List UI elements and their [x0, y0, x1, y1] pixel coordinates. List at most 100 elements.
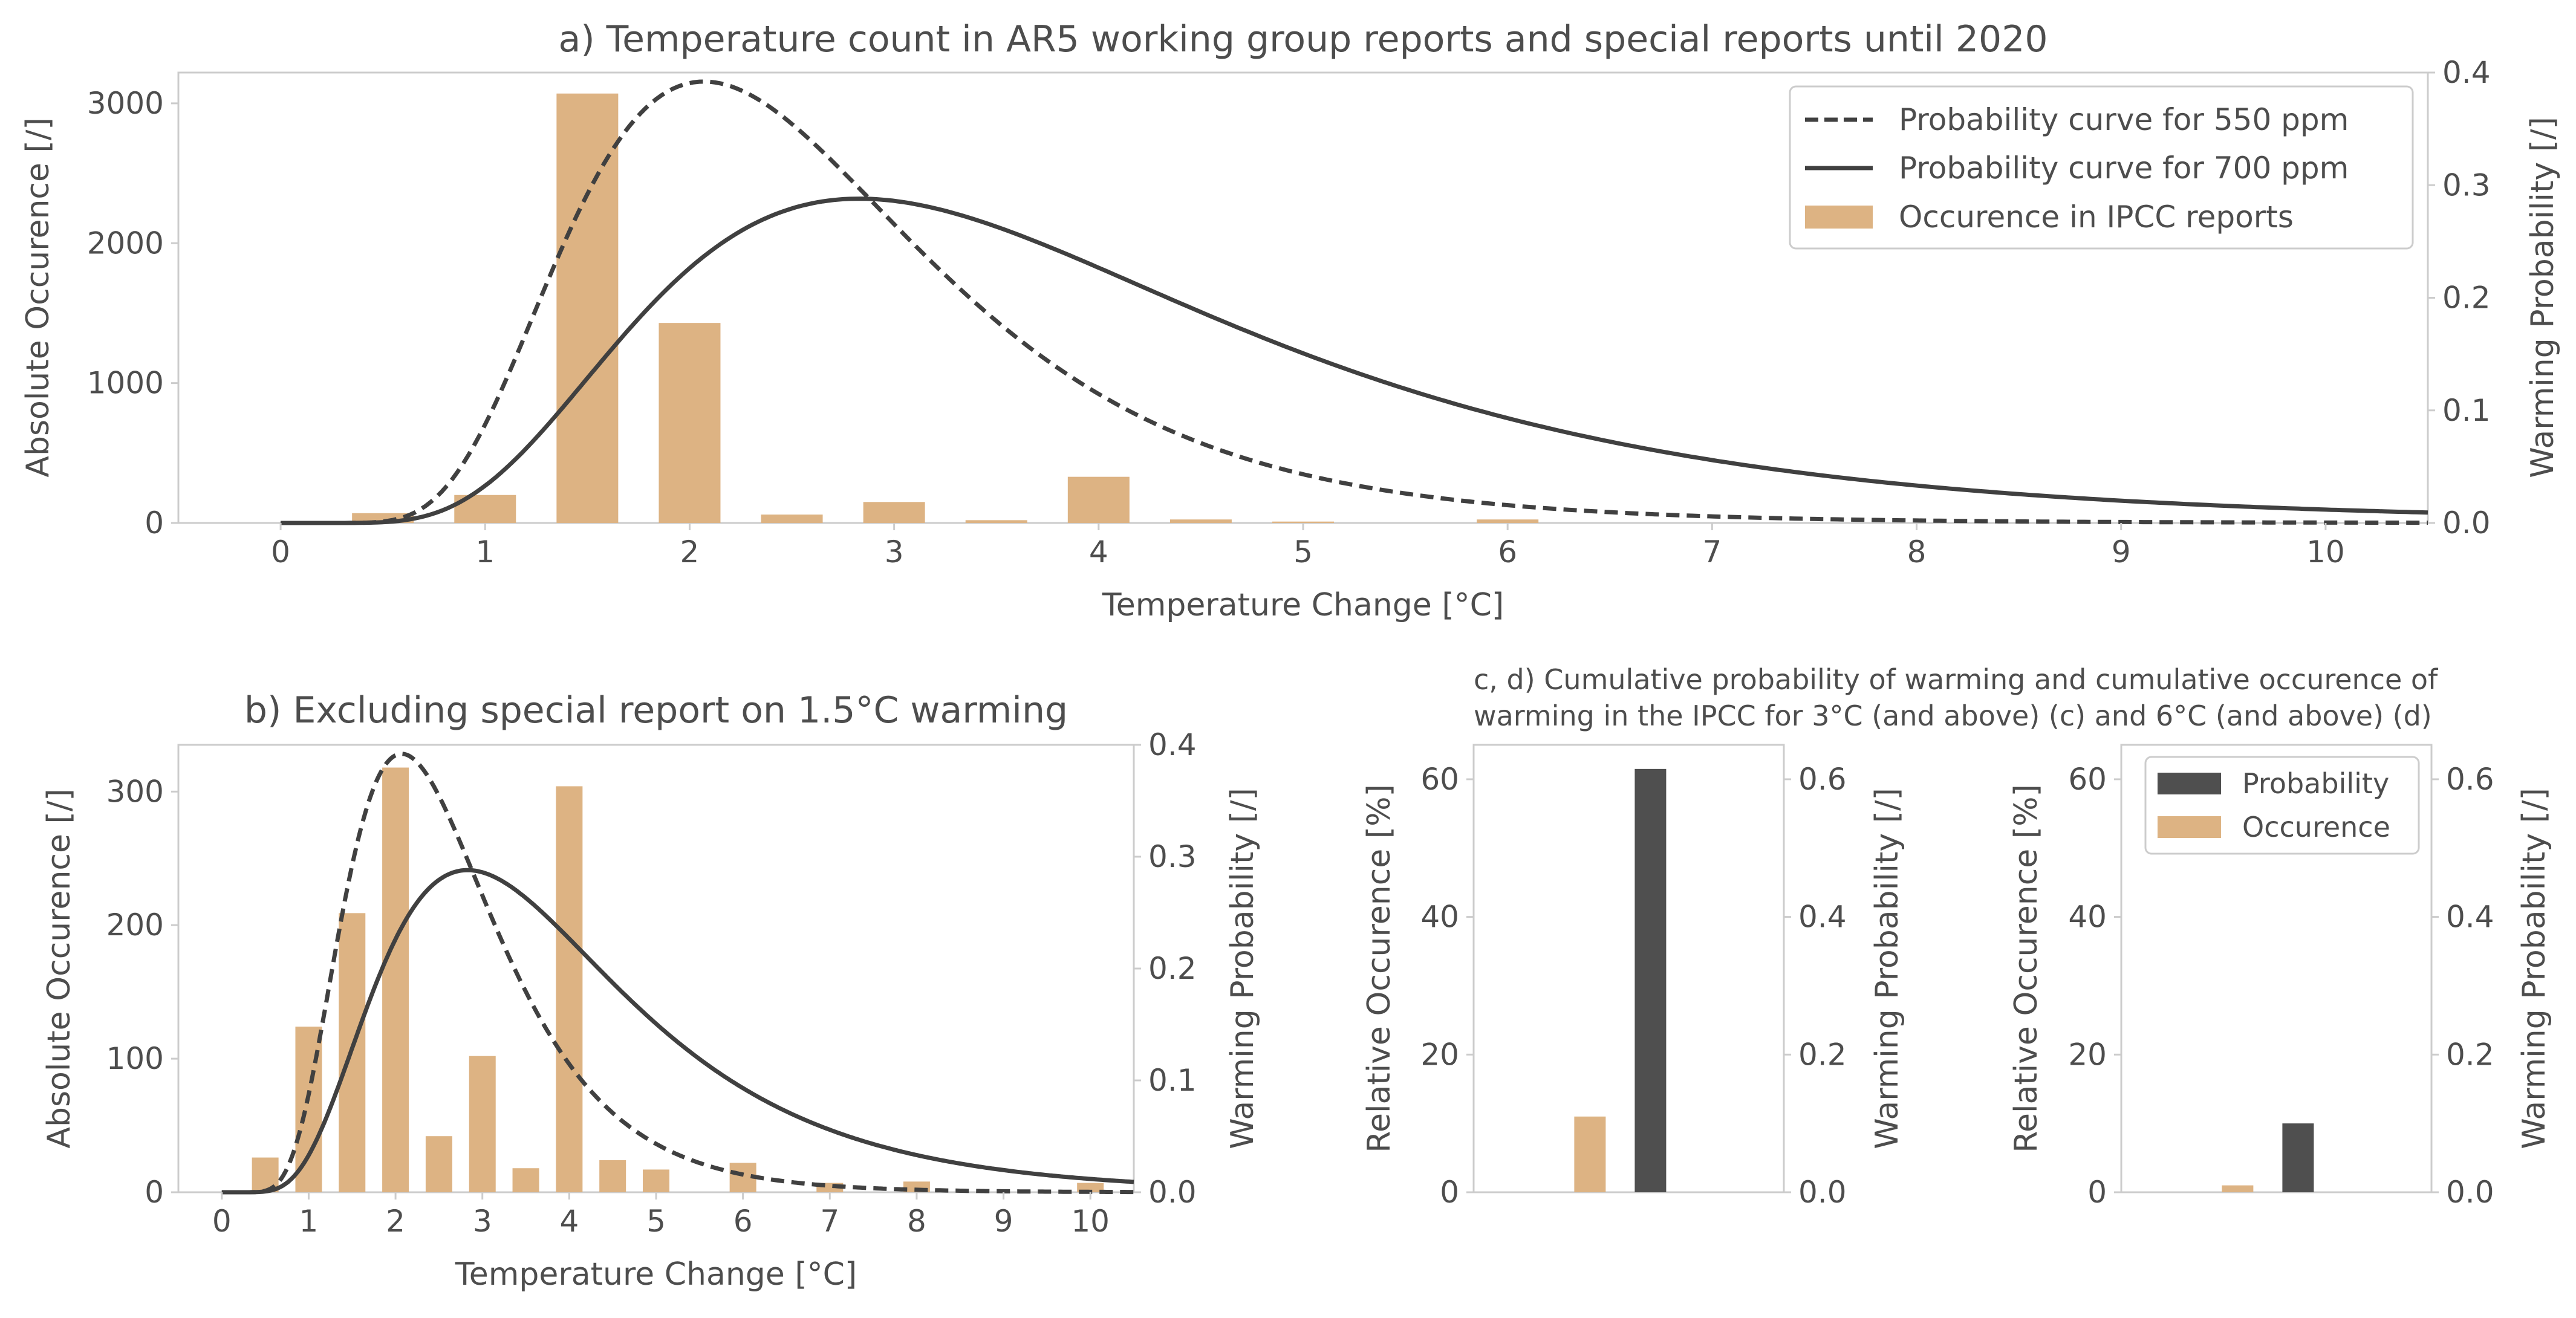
panel-b-y2-ticks: 0.0 0.1 0.2 0.3 0.4 [1134, 727, 1197, 1210]
panel-a-y-axis-label: Absolute Occurence [/] [20, 117, 56, 477]
probability-bar [1634, 768, 1667, 1192]
y2-tick-label: 0.2 [1148, 951, 1197, 986]
y2-tick-label: 0.3 [1148, 839, 1197, 874]
x-tick-label: 8 [1907, 534, 1927, 570]
panel-d-bars [2222, 1123, 2314, 1192]
y-tick-label: 100 [106, 1041, 164, 1076]
panel-b-y-axis-label: Absolute Occurence [/] [41, 788, 77, 1148]
panel-c-y-ticks: 0 20 40 60 [1420, 762, 1474, 1210]
panel-b-curves [221, 752, 1134, 1195]
panel-d-legend: Probability Occurence [2144, 756, 2420, 855]
occurence-bar-2 [382, 767, 409, 1192]
panel-d-plot-frame [2120, 744, 2433, 1193]
panel-a-x-ticks: 0 1 2 3 4 5 6 7 8 9 10 [271, 523, 2345, 570]
panel-a-x-axis-label: Temperature Change [°C] [1102, 587, 1504, 623]
panel-c-bars [1574, 768, 1667, 1192]
y-tick-label: 0 [1440, 1175, 1459, 1210]
x-tick-label: 5 [1293, 534, 1313, 570]
panel-a-y-ticks: 0 1000 2000 3000 [87, 86, 178, 541]
x-tick-label: 5 [646, 1204, 666, 1239]
x-tick-label: 1 [299, 1204, 319, 1239]
y2-tick-label: 0.6 [1798, 762, 1847, 797]
y-tick-label: 3000 [87, 86, 164, 121]
y-tick-label: 40 [2068, 900, 2107, 935]
x-tick-label: 6 [733, 1204, 753, 1239]
y-tick-label: 60 [1420, 762, 1459, 797]
x-tick-label: 9 [2112, 534, 2131, 570]
y2-tick-label: 0.3 [2442, 167, 2491, 203]
y-tick-label: 40 [1420, 900, 1459, 935]
x-tick-label: 8 [907, 1204, 926, 1239]
panel-d-y2-axis-label: Warming Probability [/] [2516, 788, 2552, 1149]
occurence-bar-1.5 [556, 93, 619, 524]
occurence-bar-3 [863, 502, 925, 523]
y2-tick-label: 0.1 [2442, 393, 2491, 428]
y-tick-label: 0 [145, 1175, 164, 1210]
occurence-bar-4.5 [599, 1160, 626, 1192]
x-tick-label: 9 [994, 1204, 1013, 1239]
panel-b: b) Excluding special report on 1.5°C war… [41, 689, 1261, 1293]
y2-tick-label: 0.4 [1148, 727, 1197, 762]
x-tick-label: 10 [1071, 1204, 1110, 1239]
y-tick-label: 0 [145, 505, 164, 541]
y-tick-label: 2000 [87, 226, 164, 261]
probability-curve-550-ppm [221, 752, 1134, 1195]
panel-a-y2-axis-label: Warming Probability [/] [2525, 117, 2561, 478]
panel-a-title: a) Temperature count in AR5 working grou… [558, 18, 2047, 60]
panel-a-bars [352, 93, 1539, 524]
occurence-bar-3.5 [512, 1168, 539, 1192]
y2-tick-label: 0.2 [1798, 1037, 1847, 1072]
occurence-bar [1574, 1116, 1606, 1192]
legend-swatch-occurence-d [2158, 816, 2221, 838]
x-tick-label: 0 [212, 1204, 232, 1239]
x-tick-label: 7 [1702, 534, 1722, 570]
panel-b-y-ticks: 0 100 200 300 [106, 774, 178, 1210]
x-tick-label: 1 [475, 534, 495, 570]
y-tick-label: 20 [1420, 1037, 1459, 1072]
legend-label-550: Probability curve for 550 ppm [1899, 102, 2349, 137]
probability-curve-700-ppm [221, 868, 1134, 1195]
panel-cd-title-line2: warming in the IPCC for 3°C (and above) … [1474, 700, 2432, 732]
panel-c-y-axis-label: Relative Occurence [%] [1361, 784, 1397, 1153]
y2-tick-label: 0.0 [1148, 1175, 1197, 1210]
occurence-bar-3 [469, 1056, 496, 1192]
y2-tick-label: 0.4 [1798, 900, 1847, 935]
x-tick-label: 7 [820, 1204, 839, 1239]
panel-a: a) Temperature count in AR5 working grou… [20, 18, 2561, 623]
y-tick-label: 60 [2068, 762, 2107, 797]
panel-a-legend: Probability curve for 550 ppm Probabilit… [1789, 85, 2414, 250]
probability-curve-700-ppm [281, 196, 2428, 525]
legend-swatch-occurence [1805, 206, 1873, 229]
panel-b-bars [252, 767, 1104, 1192]
panel-b-title: b) Excluding special report on 1.5°C war… [244, 689, 1068, 732]
panel-a-legend-box [1789, 85, 2414, 250]
occurence-bar-4.5 [1169, 519, 1232, 523]
y-tick-label: 1000 [87, 366, 164, 401]
x-tick-label: 2 [680, 534, 700, 570]
x-tick-label: 3 [473, 1204, 492, 1239]
legend-label-probability: Probability [2242, 767, 2389, 800]
occurence-bar-4 [556, 786, 583, 1192]
panel-d: 0 20 40 60 0.0 0.2 0.4 0.6 Relative Occurence … [2008, 744, 2552, 1210]
y2-tick-label: 0.1 [1148, 1063, 1197, 1098]
x-tick-label: 10 [2306, 534, 2345, 570]
occurence-bar-3.5 [965, 520, 1027, 523]
y2-tick-label: 0.0 [2446, 1175, 2494, 1210]
y-tick-label: 200 [106, 907, 164, 943]
panel-b-x-ticks: 0 1 2 3 4 5 6 7 8 9 10 [212, 1192, 1110, 1239]
panel-c-y2-ticks: 0.0 0.2 0.4 0.6 [1784, 762, 1847, 1210]
occurence-bar-2.5 [761, 515, 823, 523]
y-tick-label: 0 [2087, 1175, 2107, 1210]
y2-tick-label: 0.4 [2446, 900, 2494, 935]
y2-tick-label: 0.2 [2442, 281, 2491, 316]
occurence-bar [2222, 1185, 2254, 1192]
occurence-bar-2.5 [425, 1136, 452, 1192]
y-tick-label: 20 [2068, 1037, 2107, 1072]
panel-c-plot-frame [1472, 744, 1785, 1193]
occurence-bar-4 [1067, 476, 1130, 523]
x-tick-label: 6 [1498, 534, 1517, 570]
legend-label-700: Probability curve for 700 ppm [1899, 151, 2349, 186]
occurence-bar-5 [643, 1169, 669, 1192]
y-tick-label: 300 [106, 774, 164, 809]
